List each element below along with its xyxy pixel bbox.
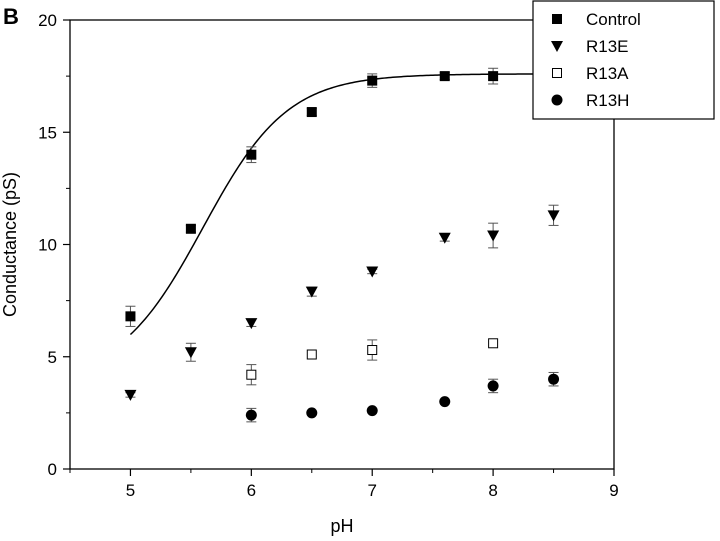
legend-label: R13A: [586, 64, 629, 83]
marker-filled-circle: [548, 373, 560, 385]
y-tick-label: 10: [38, 236, 57, 255]
marker-filled-triangle: [184, 347, 197, 359]
x-tick-label: 8: [488, 481, 497, 500]
marker-filled-triangle: [124, 389, 137, 401]
marker-filled-square: [125, 311, 136, 322]
legend-label: R13E: [586, 37, 629, 56]
x-tick-label: 6: [247, 481, 256, 500]
marker-filled-square: [367, 75, 378, 86]
marker-filled-triangle: [547, 210, 560, 222]
legend-label: R13H: [586, 91, 629, 110]
marker-open-square: [552, 68, 562, 78]
fit-curve: [129, 73, 554, 336]
fit-curve-layer: [129, 73, 554, 336]
y-tick-label: 20: [38, 11, 57, 30]
marker-filled-square: [246, 149, 257, 160]
panel-letter: B: [3, 4, 19, 29]
marker-filled-square: [185, 223, 196, 234]
y-axis-ticks: 0 5 10 15 20: [38, 11, 70, 479]
marker-filled-triangle: [366, 266, 379, 278]
legend-box: [532, 0, 715, 120]
marker-open-square: [367, 345, 378, 356]
marker-open-square: [488, 338, 499, 349]
marker-filled-triangle: [487, 230, 500, 242]
marker-filled-circle: [487, 380, 499, 392]
legend-label: Control: [586, 10, 641, 29]
marker-filled-triangle: [438, 232, 451, 244]
legend: Control R13E R13A R13H: [532, 0, 715, 120]
marker-filled-circle: [551, 94, 563, 106]
x-tick-label: 7: [367, 481, 376, 500]
marker-filled-circle: [366, 405, 378, 417]
y-tick-label: 0: [48, 460, 57, 479]
marker-filled-circle: [306, 407, 318, 419]
x-tick-label: 5: [126, 481, 135, 500]
marker-filled-triangle: [245, 318, 258, 330]
marker-open-square: [246, 369, 257, 380]
error-bar-layer: [125, 59, 559, 423]
marker-filled-triangle: [305, 286, 318, 298]
marker-filled-square: [552, 14, 562, 24]
marker-filled-square: [488, 71, 499, 82]
marker-filled-square: [306, 107, 317, 118]
x-axis-ticks: 5 6 7 8 9: [69, 469, 619, 500]
marker-filled-circle: [439, 396, 451, 408]
marker-open-square: [306, 349, 317, 360]
x-tick-label: 9: [609, 481, 618, 500]
y-axis-label: Conductance (pS): [0, 172, 20, 317]
y-tick-label: 15: [38, 123, 57, 142]
x-axis-label: pH: [330, 516, 353, 536]
marker-filled-circle: [245, 409, 257, 421]
marker-filled-square: [439, 71, 450, 82]
marker-layer: [124, 68, 560, 421]
y-tick-label: 5: [48, 348, 57, 367]
marker-filled-triangle: [551, 41, 563, 52]
